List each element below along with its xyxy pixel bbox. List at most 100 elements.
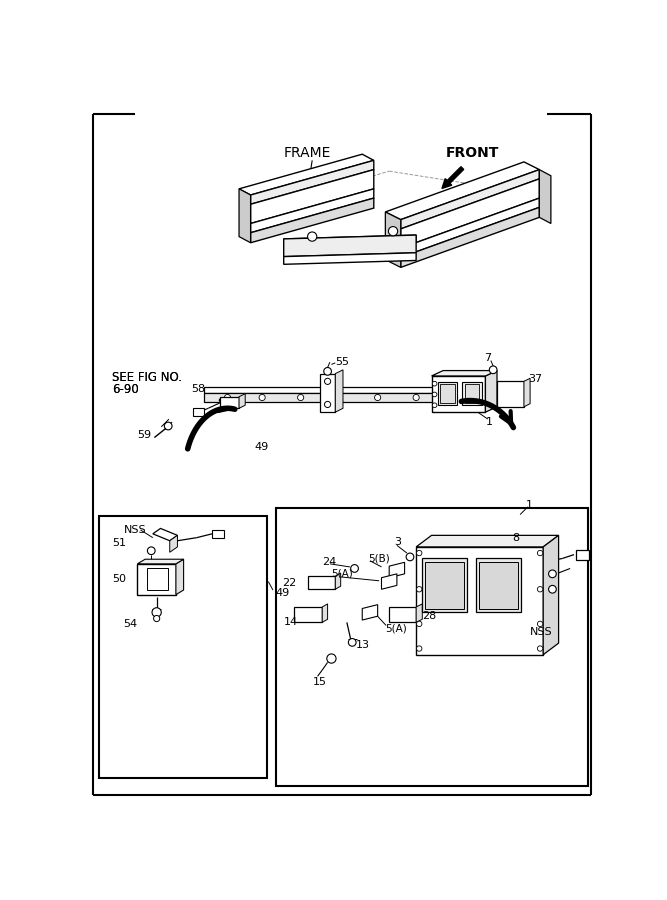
Circle shape — [164, 422, 172, 430]
Polygon shape — [386, 162, 540, 220]
Text: 5(B): 5(B) — [368, 554, 390, 563]
Polygon shape — [540, 169, 551, 223]
Circle shape — [416, 587, 422, 592]
Bar — [426, 562, 464, 609]
Bar — [576, 550, 590, 560]
FancyArrow shape — [442, 166, 464, 188]
Text: 51: 51 — [112, 538, 126, 548]
Polygon shape — [320, 374, 336, 412]
Polygon shape — [497, 382, 524, 407]
Text: 7: 7 — [484, 353, 491, 364]
Polygon shape — [382, 574, 397, 590]
Polygon shape — [251, 198, 374, 243]
Text: 5(A): 5(A) — [331, 569, 354, 579]
Circle shape — [538, 621, 543, 626]
Bar — [438, 382, 457, 405]
Text: 37: 37 — [528, 374, 542, 384]
Text: 54: 54 — [123, 619, 137, 629]
Text: NSS: NSS — [123, 525, 146, 535]
Polygon shape — [251, 189, 374, 233]
Polygon shape — [524, 378, 530, 407]
Circle shape — [452, 394, 458, 400]
Text: 49: 49 — [254, 442, 269, 452]
Circle shape — [538, 587, 543, 592]
Polygon shape — [486, 371, 497, 412]
Circle shape — [325, 378, 331, 384]
Polygon shape — [283, 235, 416, 256]
Bar — [276, 508, 588, 786]
Polygon shape — [389, 562, 405, 578]
Polygon shape — [432, 371, 497, 376]
Circle shape — [351, 564, 358, 572]
Circle shape — [432, 382, 437, 386]
Text: NSS: NSS — [530, 626, 553, 636]
Polygon shape — [416, 604, 422, 623]
Text: 50: 50 — [112, 574, 126, 584]
Circle shape — [413, 394, 420, 400]
Circle shape — [325, 401, 331, 408]
Text: 28: 28 — [422, 611, 437, 621]
Polygon shape — [251, 169, 374, 223]
Polygon shape — [147, 569, 168, 590]
Polygon shape — [386, 212, 401, 267]
Circle shape — [548, 570, 556, 578]
Polygon shape — [169, 536, 177, 553]
Circle shape — [147, 547, 155, 554]
Circle shape — [348, 638, 356, 646]
Polygon shape — [153, 528, 177, 541]
Polygon shape — [308, 576, 336, 590]
Text: 15: 15 — [313, 677, 327, 687]
Polygon shape — [220, 397, 239, 409]
Polygon shape — [283, 235, 416, 247]
Polygon shape — [137, 559, 183, 563]
Bar — [462, 382, 482, 405]
Circle shape — [323, 367, 331, 375]
Polygon shape — [401, 169, 540, 229]
Circle shape — [388, 227, 398, 236]
Polygon shape — [283, 253, 416, 265]
Text: FRONT: FRONT — [446, 146, 499, 159]
Polygon shape — [401, 179, 540, 248]
Text: 6-90: 6-90 — [112, 382, 139, 396]
Circle shape — [307, 232, 317, 241]
Polygon shape — [416, 547, 543, 654]
Circle shape — [152, 608, 161, 617]
Polygon shape — [193, 409, 204, 416]
Polygon shape — [336, 370, 343, 412]
Bar — [476, 558, 521, 612]
Bar — [440, 384, 455, 403]
Polygon shape — [416, 536, 558, 547]
Text: 1: 1 — [486, 418, 492, 428]
Circle shape — [490, 366, 497, 373]
Circle shape — [416, 551, 422, 556]
Polygon shape — [212, 530, 223, 537]
Circle shape — [432, 392, 437, 397]
Circle shape — [224, 394, 231, 400]
Polygon shape — [543, 536, 558, 654]
Bar — [99, 516, 267, 778]
Bar — [465, 384, 480, 403]
Polygon shape — [176, 559, 183, 595]
Circle shape — [432, 403, 437, 408]
Text: 6-90: 6-90 — [112, 382, 139, 396]
Circle shape — [297, 394, 303, 400]
Text: 3: 3 — [394, 537, 401, 547]
Text: 8: 8 — [512, 533, 520, 543]
Circle shape — [259, 394, 265, 400]
Polygon shape — [362, 605, 378, 620]
Circle shape — [375, 394, 381, 400]
Circle shape — [406, 554, 414, 561]
Text: 14: 14 — [283, 616, 298, 626]
Polygon shape — [239, 393, 245, 409]
Circle shape — [327, 654, 336, 663]
Polygon shape — [389, 607, 416, 623]
Polygon shape — [322, 604, 327, 623]
Text: 5(A): 5(A) — [386, 624, 407, 634]
Circle shape — [548, 585, 556, 593]
Text: 59: 59 — [137, 430, 151, 440]
Polygon shape — [251, 160, 374, 204]
Polygon shape — [137, 563, 176, 595]
Polygon shape — [401, 207, 540, 267]
Circle shape — [416, 646, 422, 652]
Text: 24: 24 — [322, 557, 336, 567]
